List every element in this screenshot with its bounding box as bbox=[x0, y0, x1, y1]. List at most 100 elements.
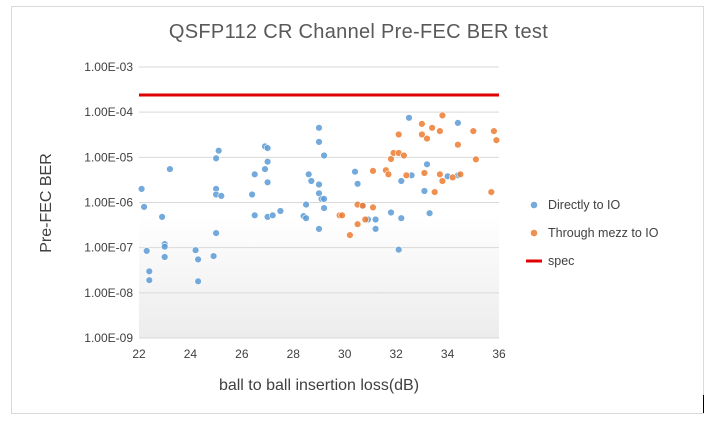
through-mezz-to-io-point bbox=[436, 127, 444, 135]
directly-to-io-point bbox=[315, 124, 323, 132]
directly-to-io-point bbox=[315, 138, 323, 146]
x-axis-ticks: 22 24 26 28 30 32 34 36 bbox=[132, 347, 506, 361]
through-mezz-to-io-point bbox=[438, 111, 447, 120]
directly-to-io-point bbox=[145, 267, 154, 275]
legend-through-mezz-to-io-label: Through mezz to IO bbox=[548, 226, 659, 240]
through-mezz-to-io-point bbox=[338, 211, 346, 220]
directly-to-io-point bbox=[454, 119, 462, 127]
corner-mark bbox=[703, 395, 704, 413]
x-tick-label: 34 bbox=[441, 347, 455, 361]
through-mezz-to-io-point bbox=[353, 220, 362, 228]
directly-to-io-point bbox=[269, 211, 277, 220]
directly-to-io-point bbox=[158, 213, 166, 221]
directly-to-io-point bbox=[305, 170, 313, 179]
through-mezz-to-io-point bbox=[361, 215, 369, 224]
through-mezz-to-io-point bbox=[395, 130, 403, 139]
through-mezz-to-io-point bbox=[423, 134, 431, 143]
x-axis-title: ball to ball insertion loss(dB) bbox=[219, 377, 419, 394]
through-mezz-to-io-point bbox=[359, 202, 367, 210]
through-mezz-to-io-point bbox=[428, 124, 436, 132]
x-tick-label: 36 bbox=[492, 347, 506, 361]
x-tick-label: 32 bbox=[389, 347, 403, 361]
directly-to-io-point bbox=[263, 178, 272, 187]
through-mezz-to-io-point bbox=[449, 173, 457, 182]
directly-to-io-point bbox=[166, 165, 174, 173]
directly-to-io-point bbox=[420, 187, 429, 195]
directly-to-io-point bbox=[263, 144, 272, 152]
through-mezz-to-io-point bbox=[369, 167, 377, 175]
directly-to-io-point bbox=[387, 208, 395, 217]
directly-to-io-point bbox=[161, 253, 169, 261]
legend-directly-to-io-marker bbox=[530, 201, 538, 209]
data-points bbox=[137, 111, 501, 285]
directly-to-io-point bbox=[209, 252, 218, 260]
through-mezz-to-io-point bbox=[420, 169, 429, 177]
directly-to-io-point bbox=[143, 247, 151, 255]
directly-to-io-point bbox=[215, 147, 223, 155]
directly-to-io-point bbox=[248, 190, 256, 199]
y-tick-label: 1.00E-08 bbox=[84, 286, 133, 300]
directly-to-io-point bbox=[212, 229, 220, 237]
directly-to-io-point bbox=[263, 158, 272, 166]
directly-to-io-point bbox=[302, 214, 310, 222]
directly-to-io-point bbox=[320, 204, 328, 212]
directly-to-io-point bbox=[353, 180, 362, 188]
directly-to-io-point bbox=[212, 154, 220, 163]
y-tick-label: 1.00E-04 bbox=[84, 105, 133, 119]
through-mezz-to-io-point bbox=[438, 177, 447, 185]
through-mezz-to-io-point bbox=[492, 136, 501, 144]
directly-to-io-point bbox=[145, 276, 154, 284]
directly-to-io-point bbox=[137, 185, 146, 193]
y-tick-label: 1.00E-05 bbox=[84, 150, 133, 164]
legend-through-mezz-to-io-marker bbox=[530, 229, 538, 237]
directly-to-io-point bbox=[251, 170, 259, 179]
through-mezz-to-io-point bbox=[384, 170, 393, 179]
through-mezz-to-io-point bbox=[454, 141, 462, 149]
y-tick-label: 1.00E-03 bbox=[84, 60, 133, 74]
directly-to-io-point bbox=[405, 114, 413, 122]
directly-to-io-point bbox=[351, 168, 359, 176]
through-mezz-to-io-point bbox=[490, 127, 498, 135]
through-mezz-to-io-point bbox=[436, 170, 444, 179]
through-mezz-to-io-point bbox=[369, 203, 377, 212]
through-mezz-to-io-point bbox=[400, 151, 408, 160]
directly-to-io-point bbox=[320, 195, 328, 203]
y-tick-label: 1.00E-09 bbox=[84, 331, 133, 345]
directly-to-io-point bbox=[161, 243, 169, 251]
directly-to-io-point bbox=[276, 207, 285, 215]
x-tick-label: 26 bbox=[235, 347, 249, 361]
through-mezz-to-io-point bbox=[487, 188, 495, 196]
directly-to-io-point bbox=[320, 151, 328, 160]
directly-to-io-point bbox=[315, 180, 323, 189]
x-tick-label: 22 bbox=[132, 347, 146, 361]
x-tick-label: 24 bbox=[184, 347, 198, 361]
directly-to-io-point bbox=[251, 211, 259, 220]
directly-to-io-point bbox=[395, 246, 403, 254]
x-tick-label: 30 bbox=[338, 347, 352, 361]
legend-spec-label: spec bbox=[548, 254, 574, 268]
directly-to-io-point bbox=[371, 225, 380, 233]
y-tick-label: 1.00E-07 bbox=[84, 241, 133, 255]
directly-to-io-point bbox=[397, 177, 405, 185]
chart-title: QSFP112 CR Channel Pre-FEC BER test bbox=[168, 21, 549, 43]
through-mezz-to-io-point bbox=[472, 155, 480, 164]
through-mezz-to-io-point bbox=[469, 127, 477, 135]
directly-to-io-point bbox=[307, 177, 315, 185]
directly-to-io-point bbox=[425, 209, 434, 217]
through-mezz-to-io-point bbox=[431, 188, 439, 196]
directly-to-io-point bbox=[423, 160, 431, 169]
through-mezz-to-io-point bbox=[418, 120, 426, 128]
directly-to-io-point bbox=[194, 255, 202, 264]
directly-to-io-point bbox=[397, 214, 405, 222]
x-tick-label: 28 bbox=[287, 347, 301, 361]
y-axis-ticks: 1.00E-09 1.00E-08 1.00E-07 1.00E-06 1.00E-05… bbox=[84, 60, 133, 345]
directly-to-io-point bbox=[371, 215, 380, 224]
legend-directly-to-io-label: Directly to IO bbox=[548, 198, 621, 212]
y-tick-label: 1.00E-06 bbox=[84, 196, 133, 210]
directly-to-io-point bbox=[302, 200, 310, 209]
through-mezz-to-io-point bbox=[418, 130, 426, 139]
directly-to-io-point bbox=[191, 246, 200, 254]
directly-to-io-point bbox=[261, 165, 269, 173]
chart-frame: QSFP112 CR Channel Pre-FEC BER test 1.00… bbox=[11, 6, 704, 414]
legend: Directly to IO Through mezz to IO spec bbox=[526, 198, 659, 268]
